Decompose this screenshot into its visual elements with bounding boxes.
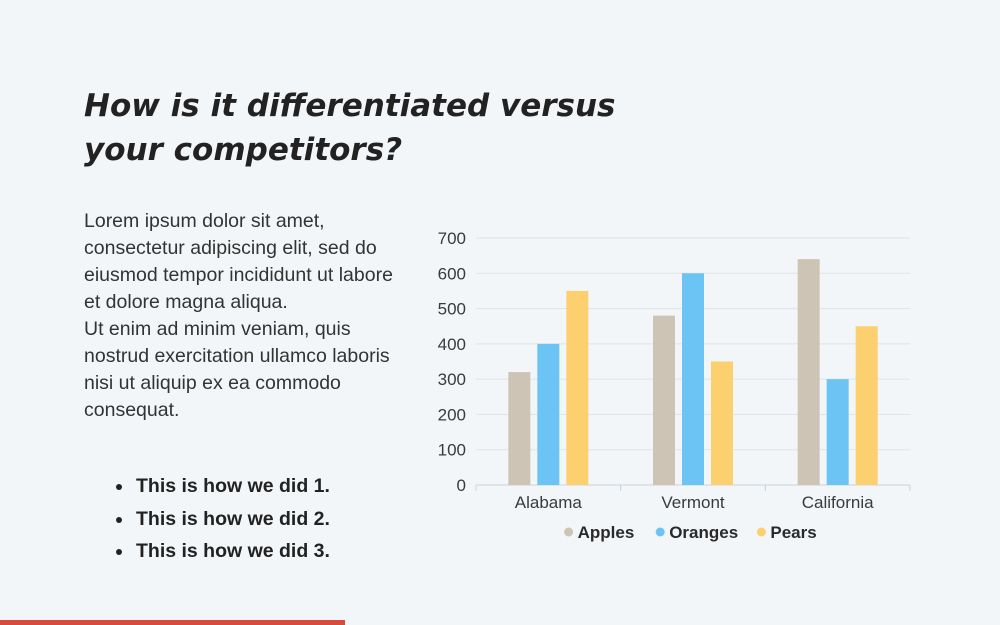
accent-bar xyxy=(0,620,345,625)
legend-swatch xyxy=(655,527,665,537)
legend-label: Oranges xyxy=(669,523,738,542)
legend-swatch xyxy=(756,527,766,537)
bar-oranges-alabama xyxy=(537,343,560,485)
bar-apples-vermont xyxy=(653,315,675,485)
bullet-list: This is how we did 1. This is how we did… xyxy=(112,470,330,568)
bar-oranges-california xyxy=(826,379,849,485)
y-tick-label: 200 xyxy=(438,405,466,424)
x-tick-label: Alabama xyxy=(515,493,583,512)
bar-chart: 0 100 200 300 400 500 600 700 Alabama Vermont Cali… xyxy=(438,229,911,542)
legend-swatch xyxy=(564,527,574,537)
y-tick-label: 600 xyxy=(438,264,466,283)
bar-apples-california xyxy=(797,259,820,485)
bar-apples-alabama xyxy=(508,372,531,485)
bar-pears-vermont xyxy=(711,361,733,485)
bullet-item-3: This is how we did 3. xyxy=(134,535,330,568)
y-tick-label: 400 xyxy=(438,335,466,354)
y-tick-label: 300 xyxy=(438,370,466,389)
paragraph-2: Ut enim ad minim veniam, quis nostrud ex… xyxy=(84,318,390,421)
bar-oranges-vermont xyxy=(682,273,704,485)
y-tick-label: 0 xyxy=(457,476,466,495)
paragraph-1: Lorem ipsum dolor sit amet, consectetur … xyxy=(84,210,393,313)
bullet-item-1: This is how we did 1. xyxy=(134,470,330,503)
legend-label: Pears xyxy=(770,523,816,542)
bar-pears-alabama xyxy=(566,290,589,485)
slide-title: How is it differentiated versus your com… xyxy=(84,88,616,168)
x-tick-label: California xyxy=(802,493,874,512)
bullet-item-2: This is how we did 2. xyxy=(134,503,330,536)
x-tick-label: Vermont xyxy=(661,493,725,512)
legend-label: Apples xyxy=(578,523,635,542)
bar-pears-california xyxy=(855,326,878,485)
body-text: Lorem ipsum dolor sit amet, consectetur … xyxy=(84,208,404,424)
y-tick-label: 500 xyxy=(438,300,466,319)
y-tick-label: 700 xyxy=(438,229,466,248)
y-tick-label: 100 xyxy=(438,441,466,460)
